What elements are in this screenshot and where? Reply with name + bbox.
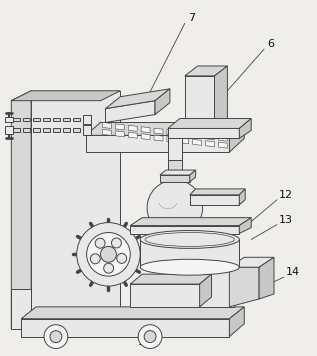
Polygon shape: [155, 89, 170, 115]
Polygon shape: [168, 129, 239, 138]
Circle shape: [138, 325, 162, 349]
Polygon shape: [215, 66, 227, 130]
Polygon shape: [128, 125, 137, 131]
Polygon shape: [11, 91, 31, 329]
Polygon shape: [33, 129, 40, 132]
Polygon shape: [239, 189, 245, 205]
Polygon shape: [239, 218, 251, 234]
Polygon shape: [53, 117, 60, 121]
Polygon shape: [160, 175, 190, 182]
Polygon shape: [230, 257, 274, 267]
Polygon shape: [63, 117, 70, 121]
Polygon shape: [83, 115, 91, 125]
Polygon shape: [21, 307, 244, 319]
Text: 12: 12: [279, 190, 293, 200]
Circle shape: [50, 331, 62, 342]
Circle shape: [90, 254, 100, 264]
Polygon shape: [180, 138, 189, 144]
Polygon shape: [168, 160, 182, 175]
Polygon shape: [83, 125, 91, 135]
Polygon shape: [206, 141, 215, 147]
Polygon shape: [190, 170, 196, 182]
Polygon shape: [43, 117, 50, 121]
Circle shape: [104, 263, 113, 273]
Polygon shape: [21, 319, 230, 336]
Polygon shape: [130, 226, 239, 234]
Polygon shape: [172, 175, 178, 192]
Polygon shape: [106, 89, 170, 109]
Circle shape: [112, 238, 121, 248]
Circle shape: [87, 232, 130, 276]
Polygon shape: [23, 129, 30, 132]
Text: 7: 7: [188, 14, 195, 23]
Polygon shape: [193, 132, 202, 138]
Polygon shape: [167, 136, 176, 142]
Polygon shape: [31, 91, 120, 319]
Polygon shape: [102, 130, 111, 135]
Ellipse shape: [140, 259, 239, 275]
Polygon shape: [190, 189, 245, 195]
Polygon shape: [230, 307, 244, 336]
Polygon shape: [185, 76, 215, 130]
Polygon shape: [239, 119, 251, 138]
Ellipse shape: [140, 231, 239, 248]
Polygon shape: [53, 129, 60, 132]
Polygon shape: [230, 267, 259, 307]
Text: 14: 14: [286, 267, 300, 277]
Polygon shape: [33, 117, 40, 121]
Polygon shape: [86, 122, 244, 135]
Polygon shape: [115, 124, 124, 130]
Polygon shape: [185, 66, 227, 76]
Circle shape: [117, 253, 127, 263]
Circle shape: [77, 222, 140, 286]
Polygon shape: [106, 101, 155, 122]
Circle shape: [44, 325, 68, 349]
Text: 15: 15: [138, 336, 152, 346]
Polygon shape: [218, 142, 227, 148]
Polygon shape: [23, 117, 30, 121]
Polygon shape: [11, 289, 31, 329]
Polygon shape: [63, 129, 70, 132]
Polygon shape: [167, 130, 176, 136]
Polygon shape: [128, 132, 137, 138]
Circle shape: [147, 180, 203, 235]
Polygon shape: [5, 116, 13, 122]
Polygon shape: [168, 119, 251, 129]
Text: 6: 6: [267, 39, 274, 49]
Polygon shape: [206, 134, 215, 140]
Polygon shape: [130, 218, 251, 226]
Polygon shape: [218, 135, 227, 141]
Polygon shape: [259, 257, 274, 299]
Polygon shape: [140, 240, 239, 267]
Polygon shape: [141, 127, 150, 133]
Polygon shape: [86, 135, 230, 152]
Polygon shape: [160, 170, 196, 175]
Circle shape: [100, 246, 116, 262]
Polygon shape: [102, 122, 111, 129]
Polygon shape: [130, 274, 211, 284]
Polygon shape: [115, 131, 124, 137]
Polygon shape: [11, 91, 120, 101]
Polygon shape: [5, 126, 13, 134]
Polygon shape: [195, 267, 234, 307]
Polygon shape: [130, 284, 200, 307]
Polygon shape: [168, 138, 182, 160]
Polygon shape: [43, 129, 50, 132]
Polygon shape: [154, 128, 163, 134]
Circle shape: [144, 331, 156, 342]
Polygon shape: [230, 122, 244, 152]
Polygon shape: [13, 129, 20, 132]
Polygon shape: [73, 117, 80, 121]
Polygon shape: [200, 274, 211, 307]
Polygon shape: [180, 131, 189, 137]
Polygon shape: [13, 117, 20, 121]
Polygon shape: [140, 240, 239, 267]
Circle shape: [95, 238, 105, 248]
Polygon shape: [73, 129, 80, 132]
Polygon shape: [193, 139, 202, 145]
Polygon shape: [154, 135, 163, 141]
Polygon shape: [141, 134, 150, 140]
Text: 13: 13: [279, 215, 293, 225]
Polygon shape: [190, 195, 239, 205]
